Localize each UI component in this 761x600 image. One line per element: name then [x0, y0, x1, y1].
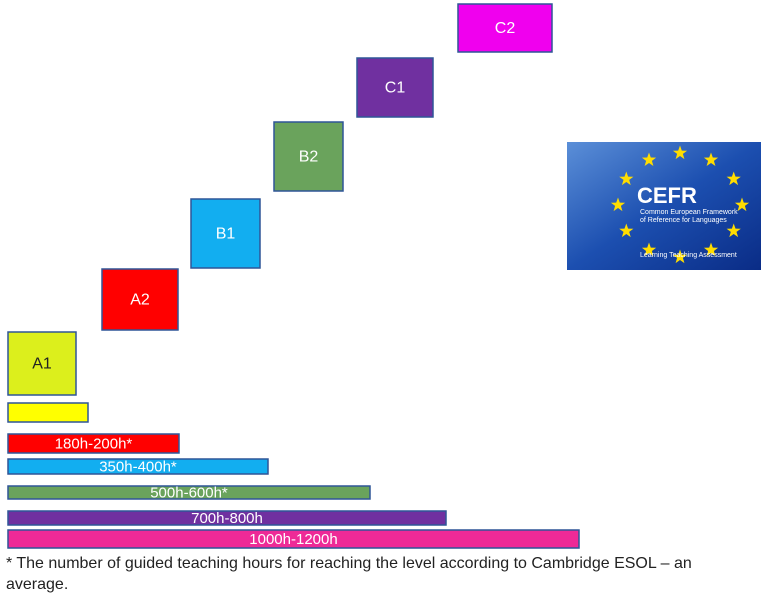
logo-subtitle: of Reference for Languages [640, 217, 727, 224]
hours-label: 500h-600h* [150, 484, 228, 501]
level-box [7, 331, 77, 396]
hours-bar [7, 510, 447, 526]
hours-bar [7, 402, 89, 423]
star [672, 145, 688, 160]
level-label: B2 [299, 149, 319, 166]
diagram: CEFR Common European Framework of Refere… [7, 3, 761, 549]
level-box [273, 121, 344, 192]
star [726, 171, 741, 186]
level-box [190, 198, 261, 269]
star [703, 242, 719, 257]
hours-label: 1000h-1200h [249, 531, 337, 548]
level-label: A2 [130, 292, 150, 309]
star [610, 197, 626, 212]
hours-bar [7, 433, 180, 454]
level-label: C1 [385, 80, 406, 97]
logo-title: CEFR [637, 183, 697, 208]
level-label: C2 [495, 20, 516, 37]
level-label: A1 [32, 356, 52, 373]
cefr-logo: CEFR Common European Framework of Refere… [567, 142, 761, 270]
star [726, 223, 741, 238]
logo-tagline: Learning Teaching Assessment [640, 252, 737, 259]
level-box [356, 57, 434, 118]
hours-bar [7, 529, 580, 549]
flag [567, 142, 761, 270]
hours-bar [7, 458, 269, 475]
hours-label: 180h-200h* [55, 435, 133, 452]
star [619, 223, 634, 238]
logo-subtitle: Common European Framework [640, 209, 738, 216]
hours-label: 350h-400h* [99, 458, 177, 475]
star [734, 197, 750, 212]
footnote: * The number of guided teaching hours fo… [6, 555, 692, 593]
star [703, 152, 719, 166]
star [641, 242, 657, 257]
star [619, 171, 634, 186]
level-label: B1 [216, 226, 236, 243]
hours-bar [7, 485, 371, 500]
star [672, 249, 688, 264]
hours-label: 700h-800h [191, 510, 263, 527]
star [641, 152, 657, 166]
level-box [101, 268, 179, 331]
level-box [457, 3, 553, 53]
